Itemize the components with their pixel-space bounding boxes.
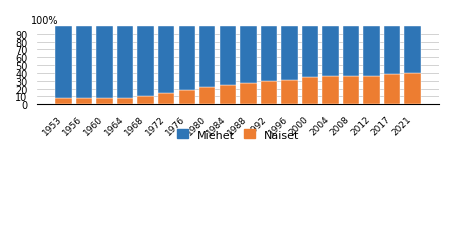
Bar bbox=[96, 99, 113, 105]
Bar bbox=[117, 98, 133, 105]
Bar bbox=[55, 27, 72, 99]
Bar bbox=[158, 27, 174, 93]
Bar bbox=[261, 27, 277, 81]
Bar bbox=[261, 81, 277, 105]
Bar bbox=[240, 27, 257, 84]
Bar bbox=[301, 78, 318, 105]
Bar bbox=[281, 27, 297, 81]
Bar bbox=[138, 97, 154, 105]
Bar bbox=[76, 99, 92, 105]
Bar bbox=[240, 84, 257, 105]
Bar bbox=[178, 27, 195, 91]
Bar bbox=[199, 88, 216, 105]
Bar bbox=[405, 27, 421, 74]
Bar bbox=[76, 27, 92, 99]
Bar bbox=[363, 27, 380, 77]
Bar bbox=[343, 77, 359, 105]
Bar bbox=[158, 93, 174, 105]
Bar bbox=[281, 81, 297, 105]
Bar bbox=[405, 74, 421, 105]
Bar bbox=[55, 99, 72, 105]
Bar bbox=[117, 27, 133, 98]
Bar bbox=[178, 91, 195, 105]
Bar bbox=[384, 74, 400, 105]
Bar bbox=[384, 27, 400, 74]
Bar bbox=[96, 27, 113, 99]
Bar bbox=[343, 27, 359, 77]
Bar bbox=[363, 77, 380, 105]
Bar bbox=[138, 27, 154, 97]
Bar bbox=[220, 27, 236, 85]
Bar bbox=[322, 27, 339, 77]
Text: 100%: 100% bbox=[31, 16, 59, 26]
Bar bbox=[199, 27, 216, 88]
Bar bbox=[301, 27, 318, 78]
Legend: Miehet, Naiset: Miehet, Naiset bbox=[173, 125, 304, 145]
Bar bbox=[220, 85, 236, 105]
Bar bbox=[322, 77, 339, 105]
